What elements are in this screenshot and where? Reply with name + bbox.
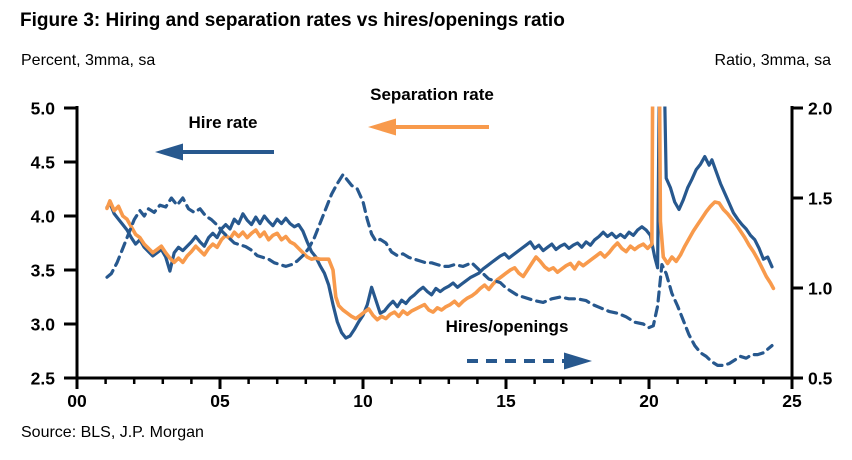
hire-rate-arrow-head <box>155 143 183 161</box>
hires-openings-line <box>105 173 774 367</box>
left-tick-label: 5.0 <box>31 99 56 119</box>
left-axis-unit-label: Percent, 3mma, sa <box>21 52 156 69</box>
right-tick-label: 0.5 <box>808 369 833 389</box>
x-tick-label: 10 <box>353 391 373 411</box>
figure-title: Figure 3: Hiring and separation rates vs… <box>20 10 565 31</box>
x-tick-label: 15 <box>496 391 516 411</box>
x-tick-label: 25 <box>782 391 802 411</box>
hire-rate-series-label: Hire rate <box>188 113 258 132</box>
right-tick-label: 2.0 <box>808 99 833 119</box>
source-note: Source: BLS, J.P. Morgan <box>21 424 204 441</box>
x-tick-label: 20 <box>639 391 659 411</box>
left-tick-label: 2.5 <box>31 369 56 389</box>
hires-openings-arrow-head <box>564 352 592 370</box>
right-tick-label: 1.5 <box>808 189 833 209</box>
hire-rate-line <box>105 106 774 340</box>
separation-rate-line <box>105 106 776 322</box>
x-tick-label: 05 <box>210 391 230 411</box>
hires-openings-series-label: Hires/openings <box>445 317 569 336</box>
right-tick-label: 1.0 <box>808 279 833 299</box>
x-tick-label: 00 <box>67 391 87 411</box>
left-tick-label: 4.0 <box>31 207 56 227</box>
left-tick-label: 4.5 <box>31 153 56 173</box>
separation-rate-series-label: Separation rate <box>370 85 494 104</box>
left-tick-label: 3.0 <box>31 315 56 335</box>
right-axis-unit-label: Ratio, 3mma, sa <box>714 52 831 69</box>
separation-rate-arrow-head <box>368 118 396 136</box>
left-tick-label: 3.5 <box>31 261 56 281</box>
